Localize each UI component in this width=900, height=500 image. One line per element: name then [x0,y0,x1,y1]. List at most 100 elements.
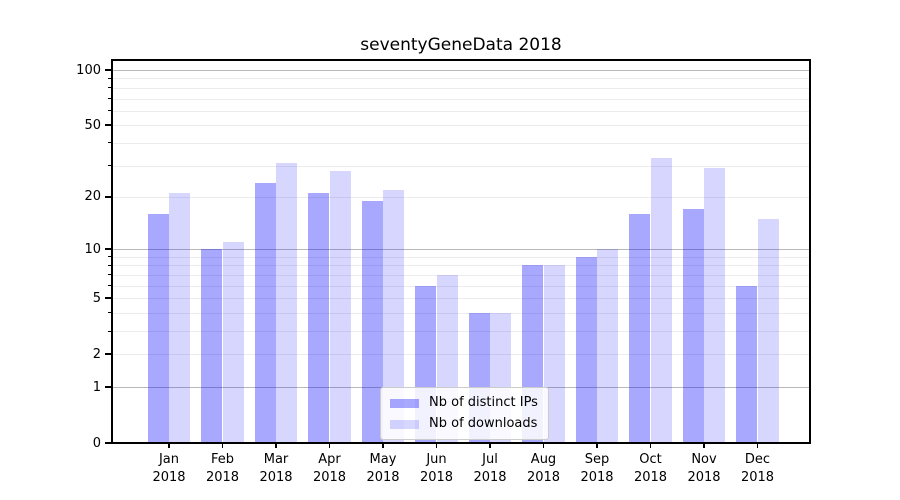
bar-distinct-ips-nov [682,209,704,443]
x-tick-mark [435,443,438,448]
legend-swatch-downloads [390,419,419,429]
x-tick-year: 2018 [526,469,561,485]
y-tick-label-100: 100 [76,62,101,78]
y-tick-mark [105,69,112,71]
y-minor-tick-mark [108,312,112,314]
legend-item-distinct-ips: Nb of distinct IPs [390,395,538,411]
x-tick-label-mar: Mar 2018 [259,451,292,486]
x-tick-label-aug: Aug 2018 [527,451,560,486]
bar-distinct-ips-dec [736,285,758,443]
bar-distinct-ips-oct [629,214,651,443]
x-tick-year: 2018 [473,469,507,485]
bar-distinct-ips-apr [308,193,330,443]
x-tick-month: Jan [158,452,180,467]
bar-downloads-may [383,189,405,443]
x-tick-year: 2018 [152,469,186,485]
x-tick-mark [649,443,652,448]
x-tick-year: 2018 [259,469,293,485]
x-tick-month: Jun [426,452,447,467]
bar-downloads-nov [704,168,726,443]
bar-distinct-ips-sep [575,256,597,443]
x-tick-month: Oct [639,452,662,467]
x-tick-label-feb: Feb 2018 [206,451,239,486]
major-gridline [112,70,810,71]
x-tick-month: Jul [482,452,498,467]
minor-gridline [112,256,810,258]
legend: Nb of distinct IPs Nb of downloads [380,387,549,440]
bar-distinct-ips-feb [201,249,223,443]
x-tick-year: 2018 [419,469,454,485]
x-tick-month: Sep [584,452,610,467]
minor-gridline [112,298,810,300]
x-tick-mark [328,443,331,448]
x-tick-label-may: May 2018 [366,451,399,486]
x-tick-label-jul: Jul 2018 [473,451,506,486]
minor-gridline [112,265,810,267]
x-tick-year: 2018 [205,469,240,485]
y-tick-label-5: 5 [92,290,101,306]
bar-distinct-ips-mar [254,182,276,443]
x-tick-mark [596,443,598,448]
bar-downloads-feb [222,242,244,443]
y-minor-tick-mark [108,87,112,89]
x-tick-month: Aug [530,452,557,467]
legend-label-downloads: Nb of downloads [429,416,538,431]
x-tick-label-apr: Apr 2018 [313,451,346,486]
x-tick-year: 2018 [580,469,614,485]
x-tick-month: Nov [691,452,717,467]
bar-downloads-oct [650,158,672,443]
y-tick-label-10: 10 [84,241,101,257]
chart-title: seventyGeneData 2018 [360,35,562,55]
y-minor-tick-mark [108,264,112,266]
x-tick-year: 2018 [633,469,668,485]
bar-distinct-ips-may [361,200,383,443]
x-tick-mark [275,443,277,448]
y-minor-tick-mark [108,285,112,287]
bar-downloads-apr [329,170,351,443]
minor-gridline [112,78,810,80]
bar-distinct-ips-jan [147,214,169,443]
x-tick-month: May [369,452,397,467]
x-tick-mark [489,443,491,448]
x-tick-mark [756,443,759,448]
x-tick-label-oct: Oct 2018 [634,451,667,486]
minor-gridline [112,98,810,100]
y-tick-mark [105,442,112,444]
y-minor-tick-mark [108,110,112,112]
minor-gridline [112,125,810,127]
x-tick-year: 2018 [687,469,721,485]
x-tick-year: 2018 [312,469,347,485]
x-tick-year: 2018 [740,469,775,485]
y-tick-mark [105,297,112,299]
y-tick-label-50: 50 [84,117,101,133]
minor-gridline [112,285,810,287]
y-minor-tick-mark [108,98,112,99]
x-tick-label-nov: Nov 2018 [687,451,720,486]
plot-area: Jan 2018 Feb 2018 Mar 2018 Apr 2018 May 2018 Jun 20… [105,59,811,485]
x-tick-month: Dec [744,452,771,467]
legend-swatch-distinct-ips [390,398,419,408]
y-minor-tick-mark [108,165,112,166]
minor-gridline [112,196,810,198]
y-tick-label-0: 0 [92,435,101,451]
y-tick-mark [105,124,112,126]
x-tick-mark [221,443,224,448]
x-tick-month: Mar [263,452,289,467]
y-tick-mark [105,196,112,198]
x-tick-mark [382,443,384,448]
x-tick-label-jan: Jan 2018 [152,451,185,486]
y-tick-label-1: 1 [92,379,101,395]
minor-gridline [112,274,810,276]
x-tick-mark [168,443,170,448]
minor-gridline [112,312,810,314]
x-tick-mark [703,443,705,448]
x-tick-label-dec: Dec 2018 [741,451,774,486]
major-gridline [112,249,810,251]
x-tick-mark [542,443,545,448]
y-minor-tick-mark [108,256,112,258]
minor-gridline [112,331,810,332]
x-tick-label-jun: Jun 2018 [420,451,453,486]
y-tick-label-2: 2 [92,346,101,362]
y-tick-label-20: 20 [84,189,101,205]
legend-item-downloads: Nb of downloads [390,416,538,432]
